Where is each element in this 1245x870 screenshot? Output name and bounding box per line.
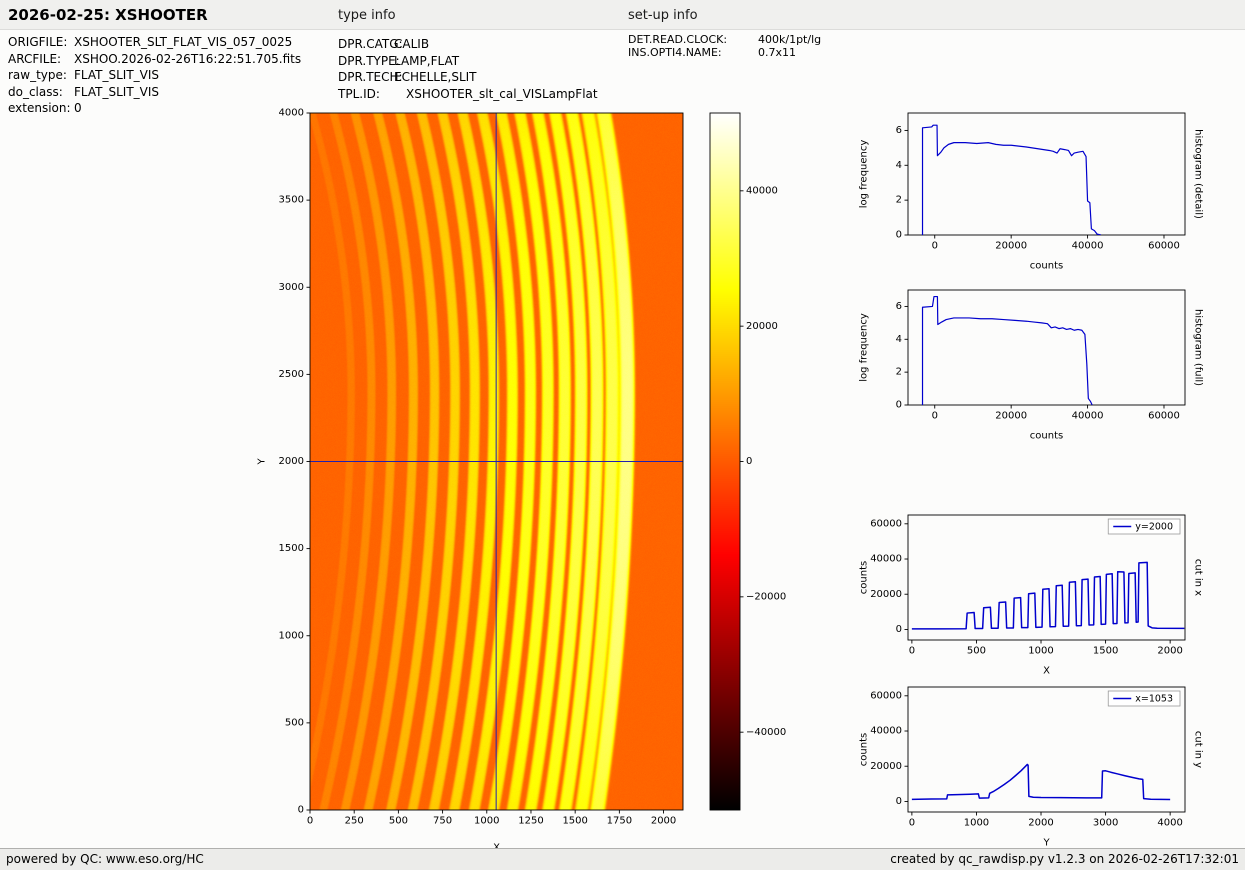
field-label: extension: bbox=[8, 100, 74, 117]
cut-in-y-plot bbox=[850, 672, 1210, 854]
setup-info-row: DET.READ.CLOCK: 400k/1pt/lg bbox=[628, 34, 821, 47]
qc-report-page: 2026-02-25: XSHOOTER type info set-up in… bbox=[0, 0, 1245, 870]
type-info-row: DPR.TECH: ECHELLE,SLIT bbox=[338, 69, 598, 86]
field-value: XSHOO.2026-02-26T16:22:51.705.fits bbox=[74, 51, 301, 68]
field-label: DPR.TYPE: bbox=[338, 53, 394, 70]
intensity-colorbar bbox=[700, 98, 790, 862]
type-info-row: DPR.CATG: CALIB bbox=[338, 36, 598, 53]
field-value: 0 bbox=[74, 100, 82, 117]
histogram-full-plot bbox=[850, 277, 1210, 449]
type-info-heading: type info bbox=[338, 8, 396, 23]
field-label: DPR.CATG: bbox=[338, 36, 394, 53]
field-value: LAMP,FLAT bbox=[394, 53, 459, 70]
footer-powered-by: powered by QC: www.eso.org/HC bbox=[6, 852, 204, 866]
file-info-row: ARCFILE: XSHOO.2026-02-26T16:22:51.705.f… bbox=[8, 51, 301, 68]
cut-in-x-plot bbox=[850, 500, 1210, 680]
page-title: 2026-02-25: XSHOOTER bbox=[8, 6, 208, 24]
histogram-detail-plot bbox=[850, 98, 1210, 283]
field-value: XSHOOTER_SLT_FLAT_VIS_057_0025 bbox=[74, 34, 292, 51]
field-label: INS.OPTI4.NAME: bbox=[628, 47, 758, 60]
field-value: 0.7x11 bbox=[758, 47, 796, 60]
footer-created-by: created by qc_rawdisp.py v1.2.3 on 2026-… bbox=[890, 852, 1239, 866]
type-info-block: DPR.CATG: CALIB DPR.TYPE: LAMP,FLAT DPR.… bbox=[338, 36, 598, 102]
file-info-row: raw_type: FLAT_SLIT_VIS bbox=[8, 67, 301, 84]
field-label: ORIGFILE: bbox=[8, 34, 74, 51]
file-info-row: ORIGFILE: XSHOOTER_SLT_FLAT_VIS_057_0025 bbox=[8, 34, 301, 51]
main-image-plot bbox=[250, 98, 700, 862]
setup-info-heading: set-up info bbox=[628, 8, 698, 23]
setup-info-block: DET.READ.CLOCK: 400k/1pt/lg INS.OPTI4.NA… bbox=[628, 34, 821, 59]
field-label: DPR.TECH: bbox=[338, 69, 394, 86]
field-value: ECHELLE,SLIT bbox=[394, 69, 477, 86]
field-value: FLAT_SLIT_VIS bbox=[74, 67, 159, 84]
field-label: do_class: bbox=[8, 84, 74, 101]
field-label: DET.READ.CLOCK: bbox=[628, 34, 758, 47]
field-value: 400k/1pt/lg bbox=[758, 34, 821, 47]
header-bar: 2026-02-25: XSHOOTER type info set-up in… bbox=[0, 0, 1245, 30]
field-value: CALIB bbox=[394, 36, 429, 53]
field-label: raw_type: bbox=[8, 67, 74, 84]
footer-bar: powered by QC: www.eso.org/HC created by… bbox=[0, 848, 1245, 870]
type-info-row: DPR.TYPE: LAMP,FLAT bbox=[338, 53, 598, 70]
setup-info-row: INS.OPTI4.NAME: 0.7x11 bbox=[628, 47, 821, 60]
field-value: FLAT_SLIT_VIS bbox=[74, 84, 159, 101]
field-label: ARCFILE: bbox=[8, 51, 74, 68]
